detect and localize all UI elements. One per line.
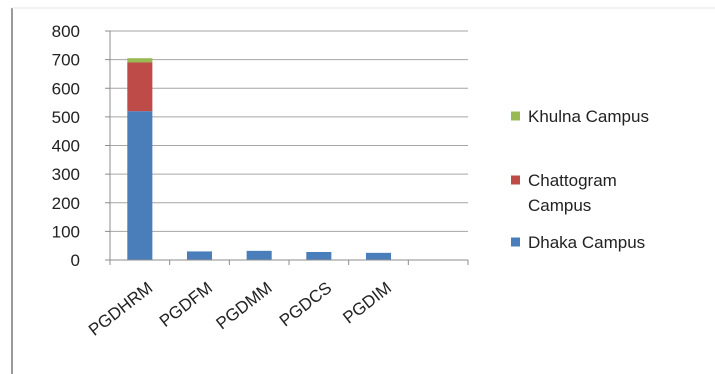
legend-entry: Chattogram Campus: [511, 171, 617, 215]
bars-group: [127, 58, 392, 261]
x-tick-label: PGDMM: [213, 278, 276, 333]
y-tick-labels: 0 100 200 300 400 500 600 700 800: [52, 22, 110, 270]
y-tick-label: 800: [52, 22, 80, 41]
legend-entry: Khulna Campus: [511, 107, 649, 126]
bar-segment: [365, 252, 392, 260]
y-tick-label: 100: [52, 222, 80, 241]
y-tick-label: 600: [52, 79, 80, 98]
axes-group: [109, 31, 469, 265]
gridlines: [110, 30, 468, 232]
legend-label: Chattogram: [528, 171, 617, 190]
legend-label: Khulna Campus: [528, 107, 649, 126]
bar-segment: [246, 250, 272, 260]
x-tick-label: PGDHRM: [85, 278, 156, 339]
y-tick-label: 700: [52, 51, 80, 70]
y-tick-label: 0: [71, 251, 80, 270]
legend-label: Dhaka Campus: [528, 233, 645, 252]
y-tick-label: 200: [52, 194, 80, 213]
y-tick-label: 500: [52, 108, 80, 127]
bar-segment: [306, 251, 332, 260]
legend-label: Campus: [528, 196, 591, 215]
bar-segment: [186, 251, 213, 260]
x-tick-label: PGDIM: [339, 278, 395, 327]
bar-segment: [127, 58, 153, 63]
legend-entry: Dhaka Campus: [511, 233, 645, 252]
y-tick-label: 400: [52, 137, 80, 156]
x-tick-label: PGDFM: [156, 278, 216, 331]
x-tick-label: PGDCS: [276, 278, 335, 330]
bar-segment: [127, 111, 153, 261]
y-tick-label: 300: [52, 165, 80, 184]
legend-swatch: [511, 237, 520, 247]
legend-swatch: [511, 175, 520, 185]
bar-segment: [127, 62, 153, 112]
legend: Khulna Campus Chattogram Campus Dhaka Campu…: [511, 107, 649, 252]
legend-swatch: [511, 111, 520, 121]
